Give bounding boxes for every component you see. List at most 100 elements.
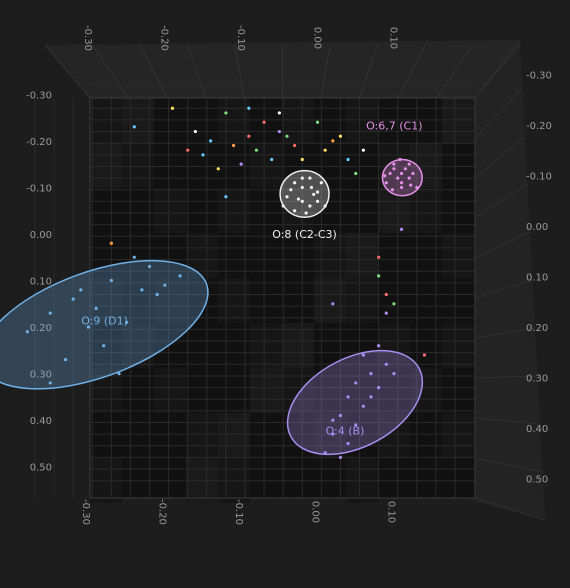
grid-line-wall [44,44,91,99]
y-tick-left-label: 0.00 [30,230,52,241]
floor-cell [442,98,474,143]
cluster-label: O:9 (D1) [81,315,128,328]
cluster-point [384,181,388,185]
cluster-point [331,418,335,422]
y-tick-left-label: -0.20 [26,137,52,148]
cluster-point [94,306,98,311]
floor-cell [346,233,378,278]
scatter-point [254,148,259,152]
scatter-point [384,292,388,297]
scatter-point [285,134,289,138]
floor-cell [346,98,378,143]
grid-line-wall [474,183,528,219]
scatter-point [422,353,427,357]
x-tick-top-label: 0.00 [311,27,322,49]
y-tick-right-label: -0.20 [526,121,552,132]
grid-line-wall [474,231,531,259]
cluster-point [388,171,392,176]
floor-cell [122,98,154,143]
cluster-point [415,185,419,190]
cluster-point [86,325,91,329]
scatter-point [109,241,113,245]
cluster: O:8 (C2-C3) [272,169,337,241]
cluster-point [309,185,314,190]
floor-cell [442,233,474,278]
cluster-point [399,181,404,185]
scatter-point [132,125,136,129]
cluster-point [117,372,121,376]
cluster-point [323,451,327,455]
x-tick-bottom-label: 0.00 [309,501,320,523]
cluster-point [132,255,136,259]
cluster-point [25,330,29,334]
cluster-point [392,372,396,376]
cluster-point [308,204,312,208]
scatter-point [323,148,327,152]
y-tick-right-label: -0.10 [526,171,552,182]
cluster: O:6,7 (C1) [366,120,423,197]
cluster-ellipse [286,349,424,456]
grid-line-wall [474,39,521,99]
floor-cell [122,323,154,368]
cluster-point [163,283,167,287]
x-tick-bottom-label: 0.10 [386,501,397,523]
cluster-point [48,311,52,315]
cluster-point [383,174,387,178]
cluster-ellipse [279,169,330,218]
grid-line-wall [92,44,129,99]
y-tick-left-label: -0.10 [26,183,52,194]
cluster-point [147,264,152,269]
floor-cell [250,323,282,368]
floor-cell [250,368,282,413]
scatter-point [170,106,175,110]
y-tick-left-label: 0.20 [30,323,52,334]
cluster-point [390,188,394,192]
cluster-groups: O:6,7 (C1) O:8 (C2-C3) O:9 (D1) O:4 (B) [0,120,424,460]
scatter-point [201,153,205,157]
floor-cell [186,233,218,278]
cluster-point [396,176,400,180]
y-tick-right-label: 0.30 [526,374,548,385]
plot-border [89,97,476,499]
x-tick-bottom-label: -0.10 [233,499,244,525]
scatter-point [293,143,297,148]
cluster-point [71,297,75,301]
cluster-point [346,395,350,399]
cluster-ellipse [381,158,423,197]
cluster-point [293,181,297,185]
grid-line-wall [397,44,426,99]
unlabeled-points [109,106,427,357]
cluster-point [399,171,404,176]
floor-cell [378,323,410,368]
scatter-point [270,157,274,162]
floor-cell [154,368,186,413]
y-tick-left-label: 0.50 [30,463,52,474]
cluster-point [331,432,335,436]
floor-cell [282,323,314,368]
cluster-label: O:6,7 (C1) [366,120,422,133]
scatter-point [239,162,243,166]
x-tick-top-label: -0.10 [235,25,246,51]
cluster-point [312,192,316,196]
cluster-point [354,423,358,427]
cluster-point [155,292,159,297]
cluster: O:9 (D1) [0,255,209,390]
y-tick-left-label: 0.10 [30,277,52,288]
cluster-ellipse [0,259,209,390]
cluster-point [338,455,343,460]
cluster-point [399,185,404,190]
cluster-point [323,204,327,208]
cluster-point [178,274,182,278]
cluster-point [346,441,350,446]
scatter-point [277,129,281,134]
scatter-point [315,120,320,124]
grid-line-wall [474,44,521,99]
back-wall-right [470,40,545,520]
scatter-point [193,129,197,134]
cluster-point [319,181,323,185]
scatter-point [262,120,266,124]
scatter-point [377,274,381,278]
x-tick-bottom-label: -0.20 [157,499,168,525]
scatter-point [247,106,251,110]
